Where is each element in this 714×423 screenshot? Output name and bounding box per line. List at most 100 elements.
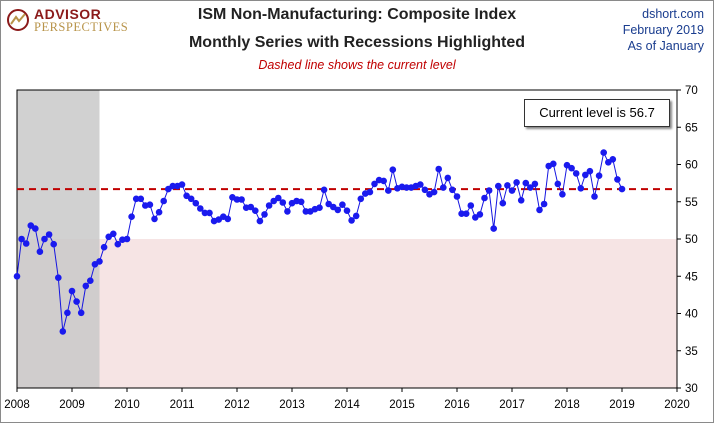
data-point <box>132 195 140 203</box>
x-tick-label: 2019 <box>609 399 635 411</box>
data-point <box>444 174 452 182</box>
data-point <box>586 167 594 175</box>
data-point <box>238 196 245 203</box>
x-tick-label: 2016 <box>444 399 470 411</box>
data-point <box>64 309 71 317</box>
data-point <box>490 225 498 232</box>
source-info: dshort.com February 2019 As of January <box>623 6 704 54</box>
data-point <box>357 195 365 203</box>
data-point <box>481 194 488 202</box>
y-tick-label: 40 <box>685 309 698 321</box>
data-point <box>417 181 424 188</box>
data-point <box>600 149 607 156</box>
data-point <box>339 201 346 208</box>
y-tick-label: 70 <box>685 85 698 97</box>
data-point <box>45 231 53 238</box>
data-point <box>334 206 342 214</box>
data-point <box>187 195 195 203</box>
logo-mark-icon <box>7 9 29 31</box>
x-tick-label: 2017 <box>499 399 525 411</box>
y-tick-label: 60 <box>685 160 698 172</box>
data-point <box>256 217 264 225</box>
data-point <box>96 258 103 265</box>
data-point <box>320 186 328 194</box>
data-point <box>517 197 525 204</box>
data-point <box>224 215 232 223</box>
data-point <box>595 172 603 179</box>
data-point <box>540 200 548 208</box>
data-point <box>371 180 378 188</box>
data-point <box>550 160 557 168</box>
x-tick-label: 2009 <box>59 399 85 411</box>
data-point <box>343 207 351 214</box>
data-point <box>155 208 163 216</box>
data-point <box>380 177 388 185</box>
data-point <box>577 185 585 192</box>
data-point <box>609 156 617 163</box>
data-point <box>169 182 177 190</box>
data-point <box>261 211 268 218</box>
chart-title: ISM Non-Manufacturing: Composite Index <box>197 6 517 23</box>
x-tick-label: 2014 <box>334 399 360 411</box>
data-point <box>137 195 145 203</box>
data-point <box>275 194 282 202</box>
data-point <box>197 205 204 212</box>
below-50-shading <box>17 239 677 388</box>
y-tick-label: 65 <box>685 122 698 134</box>
advisor-perspectives-logo: ADVISOR PERSPECTIVES <box>6 6 146 36</box>
data-point <box>59 328 67 335</box>
x-tick-label: 2012 <box>224 399 250 411</box>
data-point <box>146 201 154 208</box>
data-point <box>265 202 273 209</box>
logo-text-bottom: PERSPECTIVES <box>34 20 129 34</box>
data-point <box>435 165 443 173</box>
x-tick-label: 2011 <box>170 399 195 411</box>
y-tick-label: 30 <box>685 383 698 395</box>
data-point <box>201 209 209 217</box>
data-point <box>582 171 589 179</box>
axis-layer <box>16 89 681 392</box>
data-point <box>247 203 255 211</box>
data-point <box>284 208 291 215</box>
data-point <box>32 225 39 232</box>
data-point <box>114 240 122 248</box>
logo-text-top: ADVISOR <box>34 6 102 22</box>
data-point <box>55 274 62 282</box>
data-point <box>36 248 44 255</box>
x-tick-label: 2013 <box>279 399 305 411</box>
data-point <box>82 282 90 290</box>
y-tick-label: 45 <box>685 271 698 283</box>
source-date: February 2019 <box>622 23 704 37</box>
data-point <box>206 209 213 217</box>
chart-subtitle: Monthly Series with Recessions Highlight… <box>188 34 526 51</box>
data-point <box>495 182 502 190</box>
data-point <box>110 230 117 238</box>
data-point <box>18 235 25 243</box>
data-point <box>233 196 241 203</box>
data-point <box>100 243 108 251</box>
data-point <box>499 199 507 207</box>
source-site: dshort.com <box>642 7 704 21</box>
data-point <box>297 198 305 206</box>
data-point <box>192 199 200 207</box>
data-point <box>527 184 534 191</box>
data-point <box>352 212 360 220</box>
data-point <box>458 210 465 217</box>
data-point <box>467 202 475 209</box>
x-tick-label: 2010 <box>114 399 140 411</box>
data-point <box>348 217 355 224</box>
x-tick-label: 2018 <box>554 399 580 411</box>
current-level-callout: Current level is 56.7 <box>524 99 670 127</box>
data-point <box>430 188 438 196</box>
x-tick-label: 2015 <box>389 399 415 411</box>
data-point <box>476 211 484 218</box>
data-point <box>178 181 186 188</box>
recession-band <box>17 90 100 388</box>
data-point <box>536 206 543 214</box>
data-point <box>453 193 461 200</box>
background-layer <box>17 90 677 388</box>
y-tick-label: 50 <box>685 234 698 246</box>
x-tick-label: 2008 <box>4 399 30 411</box>
data-point <box>554 180 562 188</box>
data-point <box>123 235 131 243</box>
